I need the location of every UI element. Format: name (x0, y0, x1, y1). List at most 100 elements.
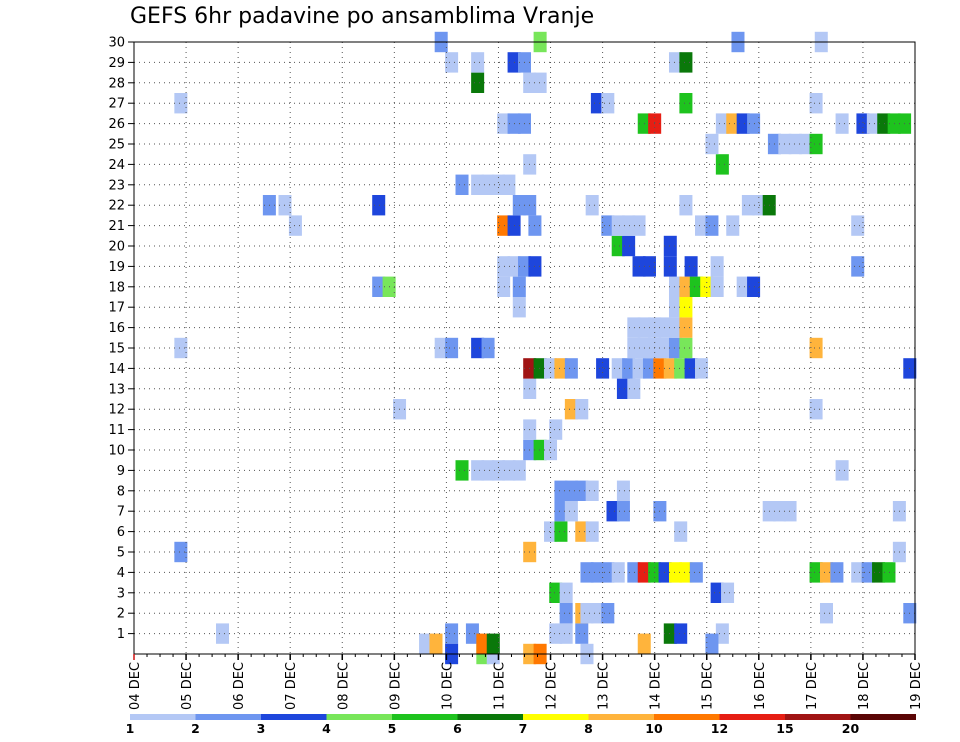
heatmap-cell (658, 562, 672, 583)
heatmap-cell (497, 276, 511, 297)
heatmap-cell (434, 337, 448, 359)
heatmap-cell (835, 460, 849, 481)
heatmap-cell (835, 113, 849, 134)
heatmap-cell (819, 603, 833, 624)
heatmap-cell (747, 113, 761, 134)
colorbar-swatch (523, 714, 589, 720)
heatmap-cell (830, 562, 844, 583)
heatmap-cell (465, 623, 479, 644)
heatmap-cell (549, 582, 563, 603)
heatmap-cell (174, 541, 188, 563)
heatmap-cell (741, 195, 755, 216)
heatmap-cell (549, 623, 563, 644)
y-tick-label: 7 (117, 505, 125, 520)
heatmap-cell (627, 378, 641, 399)
y-tick-label: 25 (108, 138, 125, 153)
x-tick-label: 04 DEC (128, 662, 143, 710)
colorbar-label: 1 (126, 721, 135, 736)
heatmap-cell (559, 623, 573, 644)
heatmap-cell (429, 633, 443, 654)
heatmap-cell (372, 195, 386, 216)
heatmap-cell (445, 52, 459, 73)
heatmap-cell (689, 562, 703, 583)
cells-layer (174, 31, 917, 665)
heatmap-cell (533, 72, 547, 93)
x-tick-label: 08 DEC (336, 662, 351, 710)
colorbar-swatch (326, 714, 392, 720)
heatmap-cell (679, 317, 693, 338)
heatmap-cell (590, 93, 604, 114)
heatmap-cell (622, 235, 636, 257)
heatmap-cell (674, 521, 688, 542)
colorbar-label: 20 (842, 721, 860, 736)
heatmap-cell (564, 501, 578, 522)
heatmap-cell (554, 521, 568, 542)
y-tick-label: 20 (108, 240, 125, 255)
colorbar-label: 4 (322, 721, 331, 736)
heatmap-cell (700, 276, 714, 297)
heatmap-cell (481, 337, 495, 359)
x-tick-label: 06 DEC (232, 662, 247, 710)
heatmap-cell (715, 113, 729, 134)
heatmap-cell (819, 562, 833, 583)
heatmap-cell (663, 256, 677, 277)
y-tick-label: 27 (108, 97, 125, 112)
heatmap-cell (601, 93, 615, 114)
colorbar-swatch (588, 714, 654, 720)
heatmap-cell (559, 603, 573, 624)
heatmap-cell (684, 358, 698, 379)
heatmap-cell (715, 623, 729, 644)
heatmap-cell (679, 297, 693, 318)
heatmap-cell (497, 215, 511, 236)
heatmap-cell (668, 562, 683, 583)
heatmap-cell (715, 154, 729, 175)
heatmap-cell (580, 562, 594, 583)
heatmap-cell (419, 633, 433, 654)
y-tick-label: 17 (108, 301, 125, 316)
heatmap-cell (481, 174, 495, 195)
y-tick-label: 11 (108, 423, 125, 438)
colorbar-label: 15 (776, 721, 793, 736)
y-tick-label: 2 (117, 607, 125, 622)
heatmap-cell (471, 460, 485, 481)
heatmap-cell (872, 562, 886, 583)
y-tick-label: 15 (108, 342, 125, 357)
heatmap-cell (726, 113, 740, 134)
heatmap-cell (611, 235, 625, 257)
heatmap-cell (747, 276, 761, 297)
heatmap-cell (856, 113, 870, 134)
colorbar-label: 8 (584, 721, 593, 736)
colorbar-swatch (261, 714, 327, 720)
colorbar-swatch (130, 714, 196, 720)
heatmap-cell (783, 501, 797, 522)
x-tick-label: 17 DEC (805, 662, 820, 710)
heatmap-cell (544, 521, 558, 542)
heatmap-cell (580, 603, 594, 624)
heatmap-cell (668, 317, 683, 338)
heatmap-cell (616, 378, 630, 399)
colorbar-label: 3 (257, 721, 266, 736)
heatmap-cell (679, 93, 693, 114)
y-tick-label: 10 (108, 444, 125, 459)
heatmap-cell (882, 562, 896, 583)
heatmap-cell (445, 623, 459, 644)
y-tick-label: 23 (108, 178, 125, 193)
colorbar-label: 6 (453, 721, 462, 736)
y-tick-label: 29 (108, 56, 125, 71)
heatmap-cell (533, 358, 547, 379)
y-tick-label: 30 (108, 36, 125, 51)
y-tick-label: 18 (108, 280, 125, 295)
heatmap-cell (486, 633, 500, 654)
heatmap-cell (689, 276, 703, 297)
heatmap-cell (554, 501, 568, 522)
x-tick-label: 18 DEC (857, 662, 872, 710)
heatmap-cell (721, 582, 735, 603)
colorbar-swatch (195, 714, 261, 720)
heatmap-cell (288, 215, 302, 236)
colorbar-swatch (392, 714, 458, 720)
heatmap-cell (544, 358, 558, 379)
colorbar-label: 7 (519, 721, 528, 736)
x-tick-label: 09 DEC (388, 662, 403, 710)
heatmap-cell (674, 623, 688, 644)
